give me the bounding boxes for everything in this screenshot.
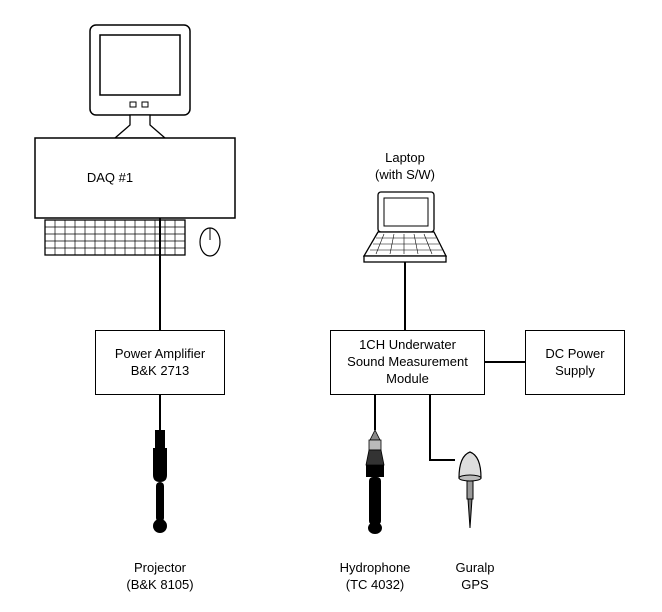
laptop-icon — [360, 190, 450, 265]
laptop-line1: Laptop — [385, 150, 425, 165]
gps-line2: GPS — [461, 577, 488, 592]
gps-line1: Guralp — [455, 560, 494, 575]
gps-icon — [455, 450, 485, 535]
dc-line2: Supply — [555, 363, 595, 378]
module-line3: Module — [386, 371, 429, 386]
daq-label: DAQ #1 — [60, 170, 160, 187]
dc-power-supply-box: DC Power Supply — [525, 330, 625, 395]
dc-line1: DC Power — [545, 346, 604, 361]
daq-text: DAQ #1 — [87, 170, 133, 185]
module-line1: 1CH Underwater — [359, 337, 456, 352]
power-amplifier-box: Power Amplifier B&K 2713 — [95, 330, 225, 395]
projector-label: Projector (B&K 8105) — [110, 560, 210, 594]
power-amp-line2: B&K 2713 — [131, 363, 190, 378]
laptop-line2: (with S/W) — [375, 167, 435, 182]
measurement-module-box: 1CH Underwater Sound Measurement Module — [330, 330, 485, 395]
hydrophone-icon — [360, 430, 390, 535]
diagram-canvas: DAQ #1 Power Amplifier B&K 2713 Projecto… — [0, 0, 662, 612]
projector-line1: Projector — [134, 560, 186, 575]
power-amp-line1: Power Amplifier — [115, 346, 205, 361]
hydrophone-line1: Hydrophone — [340, 560, 411, 575]
projector-icon — [145, 430, 175, 535]
hydrophone-line2: (TC 4032) — [346, 577, 405, 592]
hydrophone-label: Hydrophone (TC 4032) — [330, 560, 420, 594]
laptop-label: Laptop (with S/W) — [360, 150, 450, 184]
gps-label: Guralp GPS — [445, 560, 505, 594]
module-line2: Sound Measurement — [347, 354, 468, 369]
projector-line2: (B&K 8105) — [126, 577, 193, 592]
desktop-computer-icon — [30, 20, 240, 280]
